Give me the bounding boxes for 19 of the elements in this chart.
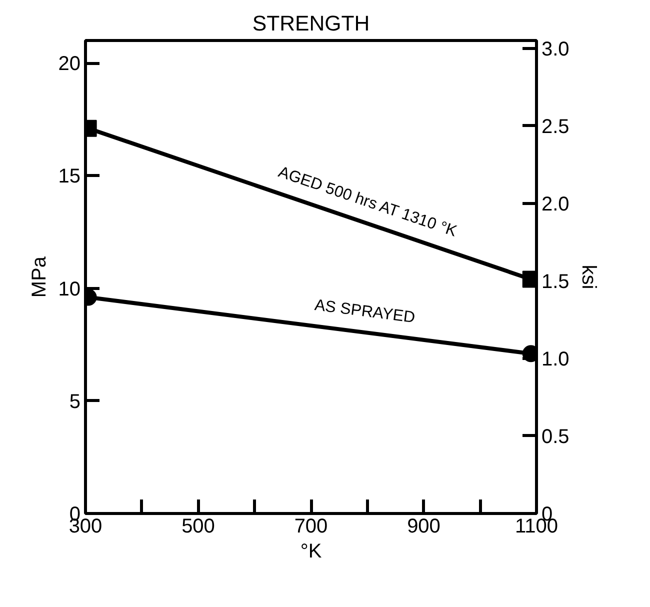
y2-axis-title: ksi: [577, 264, 600, 290]
y-axis-title: MPa: [28, 256, 50, 298]
y2-tick-label: 1.5: [542, 270, 570, 293]
x-tick-label: 900: [407, 516, 440, 538]
y2-tick-label: 1.0: [542, 348, 570, 370]
y-tick-label: 20: [58, 53, 81, 76]
y-tick-label: 5: [69, 390, 80, 413]
y2-tick-label: 0.5: [542, 426, 570, 448]
text: AS SPRAYED: [314, 297, 416, 327]
y-tick-label: 10: [58, 278, 81, 300]
y2-tick-label: 2.0: [542, 193, 570, 216]
text: AGED 500 hrs AT 1310 °K: [276, 164, 460, 240]
y2-tick-label: 2.5: [542, 116, 570, 138]
y-tick-label: 15: [58, 166, 81, 188]
x-axis-title: °K: [300, 540, 322, 562]
y2-tick-label: 3.0: [542, 38, 570, 60]
chart-title: STRENGTH: [252, 12, 370, 36]
x-tick-label: 500: [182, 516, 215, 538]
x-tick-label: 700: [294, 516, 328, 538]
